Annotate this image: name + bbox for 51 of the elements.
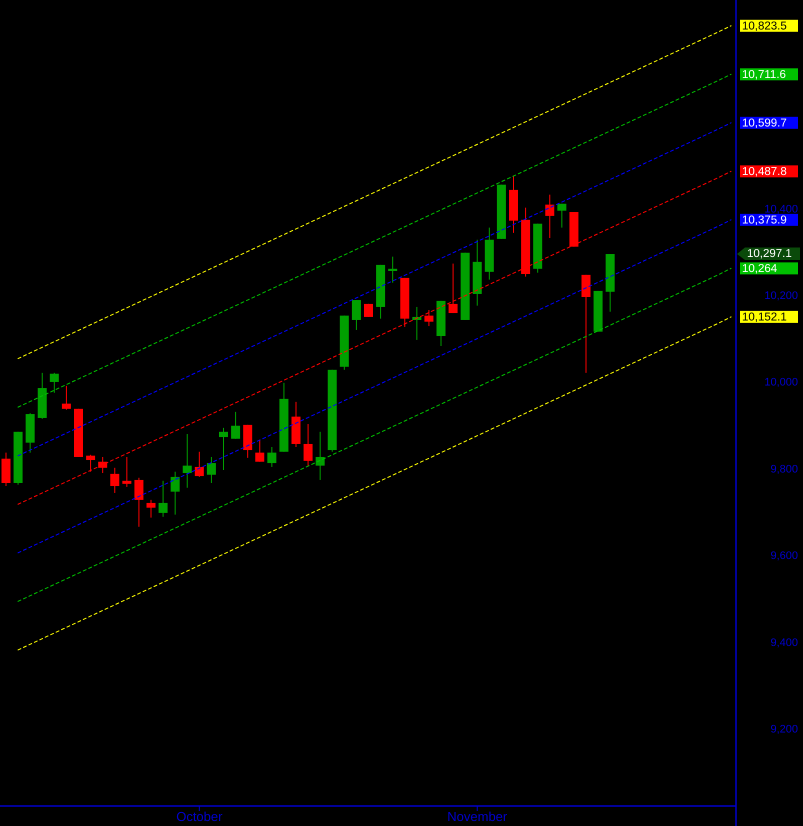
y-tick-label: 9,800 bbox=[770, 463, 798, 476]
candlestick bbox=[557, 203, 566, 228]
candlestick bbox=[352, 300, 361, 330]
candlestick bbox=[98, 456, 108, 474]
candlestick bbox=[146, 499, 156, 518]
y-tick-label: 10,000 bbox=[764, 376, 798, 389]
candlestick bbox=[182, 434, 192, 488]
candlestick bbox=[219, 427, 228, 470]
candlestick bbox=[194, 451, 204, 478]
data-label: 10,487.8 bbox=[742, 166, 787, 178]
x-tick-label: November bbox=[447, 809, 508, 824]
candlestick bbox=[122, 456, 132, 488]
candlestick bbox=[545, 194, 554, 239]
candlestick bbox=[388, 256, 398, 284]
data-label: 10,375.9 bbox=[742, 214, 787, 226]
line-series bbox=[18, 316, 732, 650]
line-series bbox=[18, 268, 732, 602]
data-label: 10,823.5 bbox=[742, 20, 787, 32]
line-series bbox=[18, 25, 732, 360]
y-tick-label: 9,400 bbox=[770, 636, 798, 649]
candlestick bbox=[424, 310, 434, 327]
x-tick-label: October bbox=[176, 809, 224, 824]
candlestick bbox=[206, 456, 216, 484]
y-tick-label: 9,600 bbox=[770, 550, 798, 562]
data-label: 10,711.6 bbox=[742, 68, 786, 81]
candlestick bbox=[255, 439, 264, 462]
line-series bbox=[18, 170, 732, 505]
data-label: 10,152.1 bbox=[742, 311, 787, 324]
candlestick bbox=[304, 424, 313, 466]
candlestick bbox=[316, 431, 325, 480]
candlestick bbox=[170, 471, 180, 516]
y-tick-label: 10,400 bbox=[764, 203, 798, 216]
data-label: 10,264 bbox=[742, 262, 778, 275]
line-series bbox=[18, 74, 732, 408]
data-label: 10,599.7 bbox=[742, 117, 787, 130]
line-series bbox=[18, 219, 732, 554]
line-series bbox=[18, 122, 732, 456]
y-tick-label: 9,200 bbox=[770, 724, 798, 736]
candlestick bbox=[134, 477, 144, 528]
y-tick-label: 10,200 bbox=[764, 290, 798, 302]
candlestick bbox=[231, 411, 240, 440]
candlestick bbox=[448, 263, 458, 314]
candlestick bbox=[364, 303, 373, 318]
candlestick bbox=[582, 274, 590, 374]
candlestick bbox=[62, 385, 71, 410]
candlestick bbox=[267, 446, 276, 468]
candlestick bbox=[50, 372, 59, 394]
candlestick bbox=[86, 454, 96, 472]
candlestick bbox=[158, 480, 168, 518]
candlestick bbox=[110, 467, 120, 494]
text: 10,297.1 bbox=[747, 248, 792, 260]
